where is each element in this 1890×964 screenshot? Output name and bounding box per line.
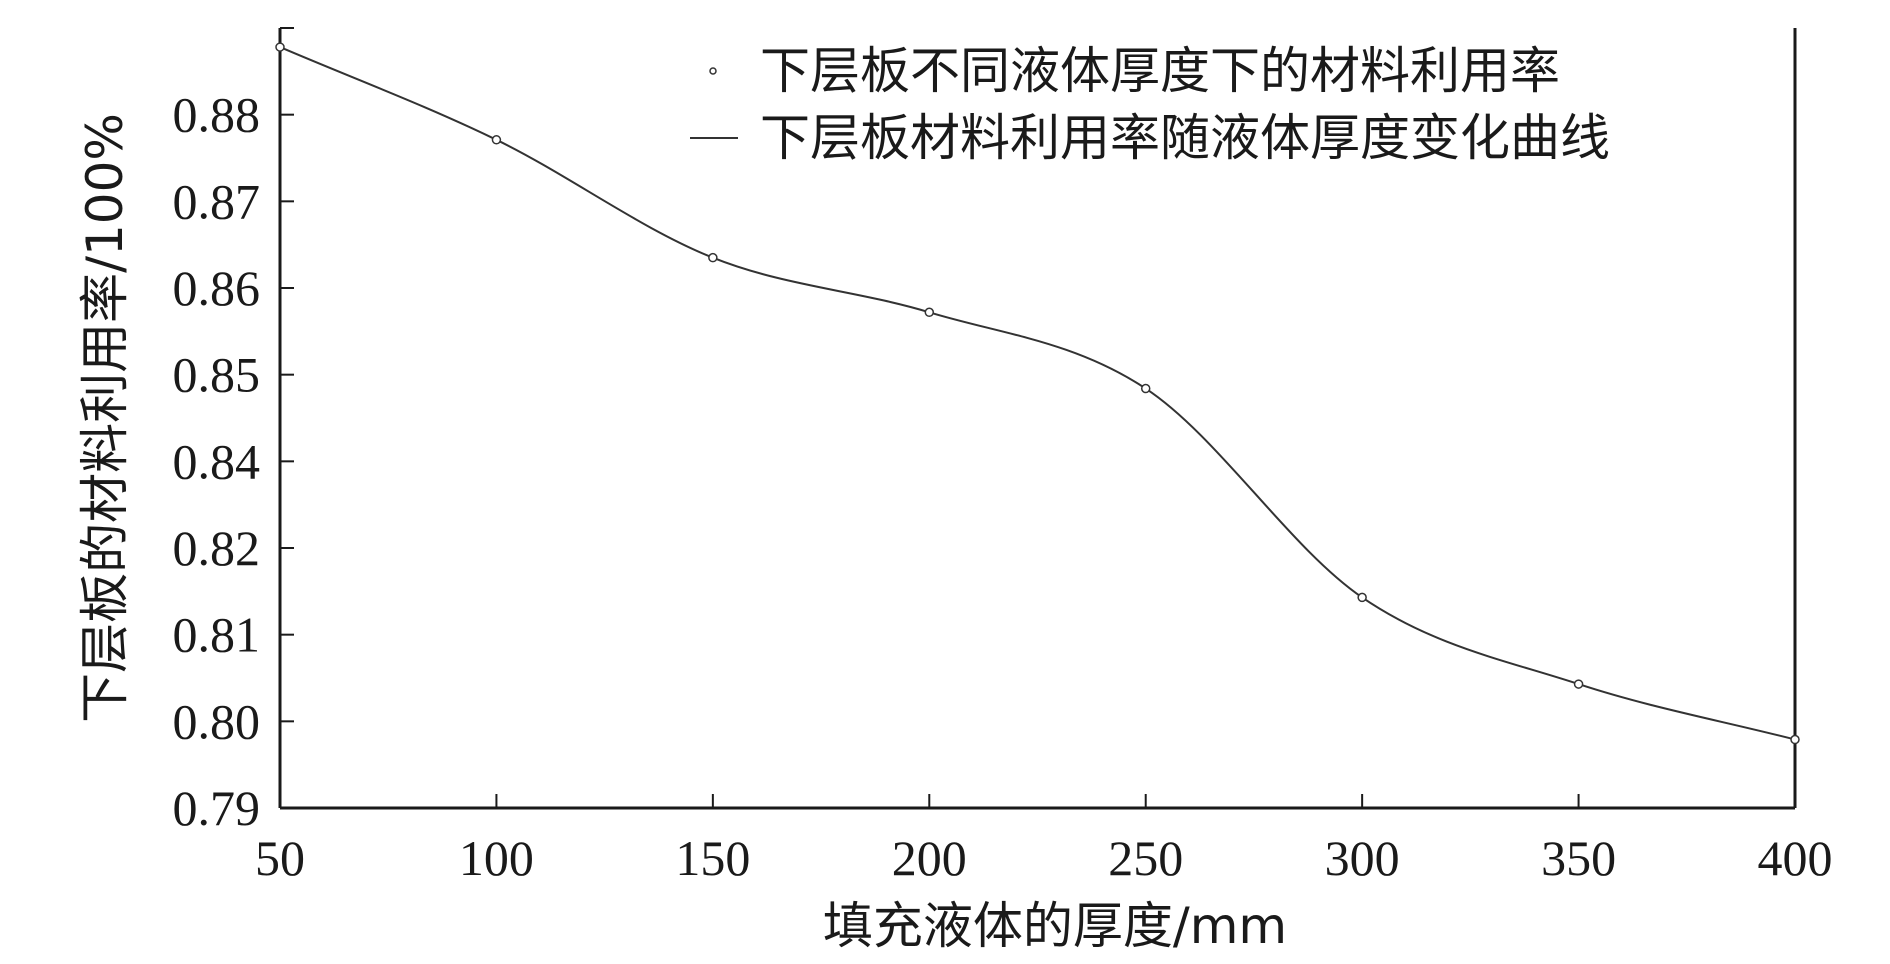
data-point — [1573, 679, 1584, 689]
y-tick-label: 0.87 — [173, 173, 261, 229]
data-point — [708, 252, 718, 263]
x-tick-label: 50 — [255, 830, 305, 886]
x-tick-label: 250 — [1108, 830, 1183, 886]
x-tick-label: 400 — [1758, 830, 1833, 886]
curve-layer — [279, 46, 1796, 741]
data-point — [1140, 383, 1151, 394]
y-tick-label: 0.84 — [173, 433, 261, 489]
x-tick-label: 350 — [1541, 830, 1616, 886]
y-tick-label: 0.80 — [173, 693, 261, 749]
data-point — [924, 307, 935, 318]
x-tick-label: 150 — [675, 830, 750, 886]
x-tick-label: 200 — [892, 830, 967, 886]
data-point — [491, 135, 502, 145]
x-tick-labels: 50 100 150 200 250 300 350 400 — [255, 830, 1833, 886]
x-tick-label: 300 — [1325, 830, 1400, 886]
legend: 下层板不同液体厚度下的材料利用率 下层板材料利用率随液体厚度变化曲线 — [690, 42, 1610, 167]
data-point — [275, 42, 285, 52]
legend-label-scatter: 下层板不同液体厚度下的材料利用率 — [760, 42, 1560, 100]
y-tick-label: 0.88 — [173, 87, 261, 143]
legend-label-line: 下层板材料利用率随液体厚度变化曲线 — [760, 109, 1610, 167]
data-point — [1357, 592, 1367, 603]
x-axis-title: 填充液体的厚度/mm — [823, 897, 1287, 955]
y-tick-label: 0.81 — [173, 607, 261, 663]
axes — [278, 27, 1797, 810]
series-curve — [279, 46, 1796, 741]
y-tick-label: 0.79 — [173, 780, 261, 836]
marker-layer — [275, 42, 1800, 745]
legend-scatter-marker — [709, 67, 717, 75]
y-tick-label: 0.86 — [173, 260, 261, 316]
y-axis-title: 下层板的材料利用率/100% — [76, 113, 134, 723]
y-tick-labels: 0.79 0.80 0.81 0.82 0.84 0.85 0.86 0.87 0.88 — [173, 87, 261, 836]
y-tick-label: 0.85 — [173, 347, 261, 403]
data-point — [1790, 734, 1800, 745]
y-tick-label: 0.82 — [173, 520, 261, 576]
x-tick-label: 100 — [459, 830, 534, 886]
